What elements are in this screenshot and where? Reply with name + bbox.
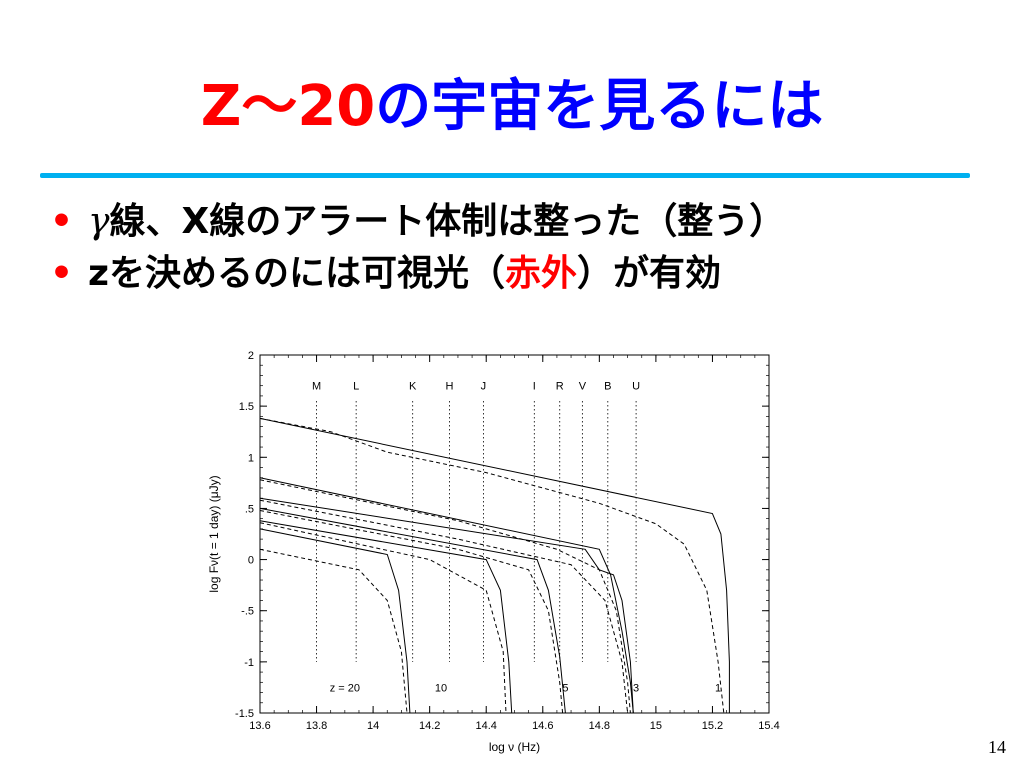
series-line-5 [259, 499, 629, 714]
redshift-label: z = 20 [330, 682, 360, 694]
band-label-H: H [445, 381, 453, 393]
redshift-label: 10 [435, 682, 447, 694]
title-underline [40, 173, 970, 178]
band-label-L: L [353, 381, 359, 393]
bullet-dot-icon: • [50, 253, 74, 294]
band-label-U: U [632, 381, 640, 393]
band-label-I: I [533, 381, 536, 393]
band-label-J: J [481, 381, 487, 393]
series-line-11 [259, 548, 408, 714]
bullet-text-after: ）が有効 [576, 253, 721, 294]
y-tick-label: -1.5 [235, 708, 254, 720]
y-tick-label: 2 [248, 350, 254, 362]
bullet-text-before: zを決めるのには可視光（ [88, 253, 505, 294]
band-label-B: B [604, 381, 611, 393]
y-tick-label: 0 [248, 555, 254, 567]
redshift-label: 5 [562, 682, 568, 694]
series-line-7 [259, 510, 564, 714]
band-label-K: K [409, 381, 417, 393]
series-line-9 [259, 522, 507, 714]
y-tick-label: 1.5 [239, 401, 254, 413]
slide-title: Z～20の宇宙を見るには [0, 72, 1024, 142]
y-axis-label: log Fν(t = 1 day) (μJy) [207, 475, 221, 592]
bullet-dot-icon: • [50, 201, 74, 242]
y-tick-label: 1 [248, 452, 254, 464]
bullet-item-alerts: • γ線、X線のアラート体制は整った（整う） [48, 196, 785, 248]
band-label-M: M [312, 381, 321, 393]
infrared-highlight: 赤外 [504, 253, 577, 294]
series-line-10 [259, 528, 411, 714]
gamma-symbol: γ [88, 201, 110, 242]
series-line-3 [259, 479, 631, 714]
x-tick-label: 15.4 [758, 720, 779, 732]
x-tick-label: 14 [367, 720, 379, 732]
x-tick-label: 13.6 [249, 720, 270, 732]
redshift-label: 1 [715, 682, 721, 694]
series-line-4 [259, 497, 634, 714]
x-tick-label: 13.8 [306, 720, 327, 732]
series-line-6 [259, 507, 566, 714]
page-number: 14 [988, 737, 1006, 757]
bullet-text: 線、X線のアラート体制は整った（整う） [109, 201, 786, 242]
y-tick-label: -.5 [241, 606, 254, 618]
y-tick-label: -1 [244, 657, 254, 669]
bullet-list: • γ線、X線のアラート体制は整った（整う） • zを決めるのには可視光（赤外）が有… [48, 196, 785, 300]
series-line-0 [259, 417, 730, 713]
title-highlight: Z～20 [200, 74, 376, 139]
afterglow-chart: 13.6 13.8 14 14.2 14.4 14.6 14.8 15 15.2 15.4 -1.5… [200, 345, 790, 760]
x-tick-label: 14.2 [419, 720, 440, 732]
x-tick-label: 15.2 [702, 720, 723, 732]
redshift-label: 3 [633, 682, 639, 694]
x-tick-label: 14.6 [532, 720, 553, 732]
band-label-R: R [556, 381, 564, 393]
x-tick-label: 14.8 [589, 720, 610, 732]
chart-svg: 13.6 13.8 14 14.2 14.4 14.6 14.8 15 15.2 15.4-1.5… [207, 350, 780, 754]
y-tick-label: .5 [245, 503, 254, 515]
series-line-1 [259, 417, 725, 714]
series-line-8 [259, 520, 513, 714]
series-line-2 [259, 477, 634, 714]
title-text: の宇宙を見るには [375, 74, 824, 139]
x-tick-label: 15 [650, 720, 662, 732]
x-tick-label: 14.4 [476, 720, 497, 732]
x-axis-label: log ν (Hz) [489, 740, 540, 754]
band-label-V: V [579, 381, 587, 393]
bullet-item-redshift: • zを決めるのには可視光（赤外）が有効 [48, 248, 785, 300]
